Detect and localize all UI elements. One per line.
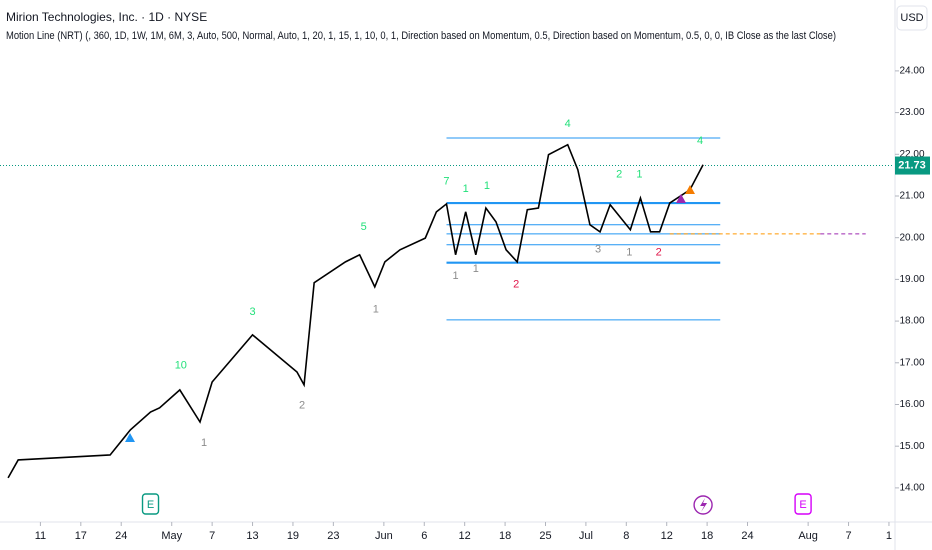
wave-label: 2 bbox=[513, 279, 519, 291]
event-label: E bbox=[799, 499, 806, 511]
y-tick-label: 17.00 bbox=[899, 357, 924, 368]
event-marker bbox=[693, 495, 713, 515]
y-tick-label: 19.00 bbox=[899, 274, 924, 285]
x-tick-label: May bbox=[161, 530, 182, 542]
signal-arrow bbox=[125, 433, 135, 442]
motion-line bbox=[7, 143, 704, 479]
wave-label: 4 bbox=[697, 135, 703, 147]
wave-label: 1 bbox=[463, 183, 469, 195]
indicator-label: Motion Line (NRT) (, 360, 1D, 1W, 1M, 6M… bbox=[6, 30, 836, 42]
x-tick-label: 17 bbox=[75, 530, 87, 542]
wave-label: 1 bbox=[473, 263, 479, 275]
x-tick-label: Jun bbox=[375, 530, 393, 542]
wave-label: 3 bbox=[595, 244, 601, 256]
x-tick-label: 1 bbox=[886, 530, 892, 542]
currency: USD bbox=[900, 12, 923, 24]
signal-arrow bbox=[685, 185, 695, 194]
wave-label: 1 bbox=[373, 304, 379, 316]
wave-label: 1 bbox=[453, 270, 459, 282]
x-tick-label: 13 bbox=[246, 530, 258, 542]
wave-label: 1 bbox=[484, 180, 490, 192]
wave-label: 2 bbox=[299, 400, 305, 412]
event-marker bbox=[141, 493, 160, 515]
wave-label: 1 bbox=[201, 437, 207, 449]
wave-label: 10 bbox=[175, 360, 187, 372]
wave-label: 7 bbox=[443, 176, 449, 188]
wave-label: 5 bbox=[361, 221, 367, 233]
x-tick-label: Jul bbox=[579, 530, 593, 542]
y-tick-label: 23.00 bbox=[899, 107, 924, 118]
signal-arrow bbox=[676, 194, 686, 203]
wave-label: 3 bbox=[249, 306, 255, 318]
x-tick-label: 11 bbox=[35, 530, 46, 542]
event-marker bbox=[794, 493, 812, 515]
y-tick-label: 21.00 bbox=[899, 191, 924, 202]
last-price-box bbox=[895, 156, 930, 175]
x-tick-label: 6 bbox=[421, 530, 427, 542]
x-tick-label: Aug bbox=[798, 530, 818, 542]
wave-label: 4 bbox=[565, 118, 571, 130]
x-tick-label: 25 bbox=[539, 530, 551, 542]
x-tick-label: 24 bbox=[741, 530, 753, 542]
x-tick-label: 18 bbox=[701, 530, 713, 542]
x-tick-label: 8 bbox=[623, 530, 629, 542]
y-tick-label: 16.00 bbox=[899, 399, 924, 410]
x-tick-label: 12 bbox=[661, 530, 673, 542]
x-tick-label: 18 bbox=[499, 530, 511, 542]
last-price-label: 21.73 bbox=[898, 159, 926, 171]
y-tick-label: 20.00 bbox=[899, 232, 924, 243]
y-tick-label: 22.00 bbox=[899, 149, 924, 160]
y-tick-label: 15.00 bbox=[899, 441, 924, 452]
chart-title: Mirion Technologies, Inc. · 1D · NYSE bbox=[6, 10, 207, 24]
wave-label: 2 bbox=[616, 169, 622, 181]
wave-label: 2 bbox=[656, 247, 662, 259]
wave-label: 1 bbox=[636, 169, 642, 181]
currency-button[interactable] bbox=[896, 5, 928, 31]
x-tick-label: 7 bbox=[845, 530, 851, 542]
y-tick-label: 14.00 bbox=[899, 483, 924, 494]
x-tick-label: 24 bbox=[115, 530, 127, 542]
event-label: E bbox=[147, 499, 154, 511]
x-tick-label: 7 bbox=[209, 530, 215, 542]
x-tick-label: 12 bbox=[459, 530, 471, 542]
y-tick-label: 18.00 bbox=[899, 316, 924, 327]
event-icon bbox=[700, 498, 708, 512]
x-tick-label: 23 bbox=[327, 530, 339, 542]
x-tick-label: 19 bbox=[287, 530, 299, 542]
y-tick-label: 24.00 bbox=[899, 66, 924, 77]
wave-label: 1 bbox=[626, 247, 632, 259]
